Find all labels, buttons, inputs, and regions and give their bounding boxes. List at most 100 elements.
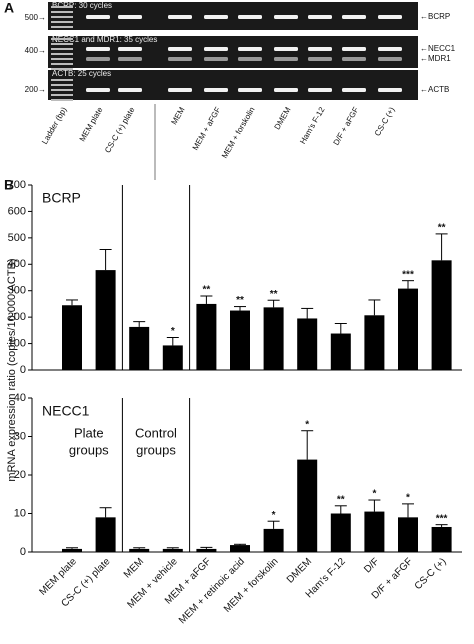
bar — [398, 517, 418, 552]
y-tick-label: 10 — [14, 507, 26, 519]
ladder-band — [51, 94, 73, 96]
bar — [398, 288, 418, 370]
group-label: groups — [69, 442, 109, 457]
y-tick-label: 40 — [14, 392, 26, 404]
lane-label: MEM plate — [78, 105, 105, 143]
bar — [95, 517, 116, 552]
ladder-band — [51, 84, 73, 86]
x-tick-label: MEM — [122, 556, 146, 580]
bar — [162, 345, 183, 370]
significance: * — [406, 493, 410, 504]
y-tick-label: 700 — [8, 179, 26, 191]
significance: * — [372, 489, 376, 500]
x-tick-label: D/F — [362, 556, 381, 575]
ladder-band — [51, 38, 73, 40]
gel-band — [274, 47, 298, 51]
gel-strip — [48, 36, 418, 68]
gel-band — [204, 57, 228, 61]
panel-label: A — [4, 0, 14, 16]
gel-band — [378, 88, 402, 92]
panel-label: B — [4, 177, 14, 193]
bar — [297, 318, 318, 370]
ladder-band — [51, 11, 73, 13]
y-tick-label: 400 — [8, 258, 26, 270]
gel-band — [168, 47, 192, 51]
gel-band — [308, 47, 332, 51]
bar — [263, 307, 284, 370]
significance: * — [305, 419, 309, 430]
lane-label: Ladder (bp) — [40, 105, 69, 146]
gel-band — [308, 88, 332, 92]
y-tick-label: 100 — [8, 337, 26, 349]
significance: ** — [236, 295, 244, 306]
size-marker: 200→ — [25, 85, 46, 94]
lane-label: MEM — [169, 105, 186, 126]
gel-title: ACTB: 25 cycles — [52, 69, 111, 78]
bar — [330, 513, 351, 552]
significance: ** — [270, 289, 278, 300]
gel-band — [168, 15, 192, 19]
y-tick-label: 200 — [8, 311, 26, 323]
lane-label: MEM + aFGF — [191, 105, 223, 151]
gel-band — [238, 47, 262, 51]
bar — [196, 548, 217, 552]
gel-band — [86, 15, 110, 19]
gel-band — [168, 88, 192, 92]
bar — [129, 326, 150, 370]
bar — [196, 303, 217, 370]
y-tick-label: 500 — [8, 232, 26, 244]
gel-band — [308, 15, 332, 19]
bar — [297, 459, 318, 552]
gel-band — [118, 88, 142, 92]
gel-band — [378, 15, 402, 19]
gel-band — [118, 57, 142, 61]
lane-label: MEM + forskolin — [220, 106, 257, 160]
gel-band — [204, 47, 228, 51]
gel-band — [342, 88, 366, 92]
bar — [230, 545, 250, 552]
y-tick-label: 20 — [14, 469, 26, 481]
gel-strip — [48, 70, 418, 100]
gel-band — [274, 15, 298, 19]
lane-label: CS-C (+) — [373, 105, 397, 137]
significance: * — [272, 510, 276, 521]
bar — [364, 315, 385, 370]
ladder-band — [51, 58, 73, 60]
significance: * — [171, 326, 175, 337]
bar — [431, 526, 452, 552]
group-label: Plate — [74, 425, 104, 440]
chart-title: NECC1 — [42, 403, 90, 419]
significance: *** — [402, 269, 414, 280]
size-marker: 400→ — [25, 46, 46, 55]
ladder-band — [51, 53, 73, 55]
band-label: ←BCRP — [420, 12, 450, 21]
ladder-band — [51, 99, 73, 101]
gel-title: NECC1 and MDR1: 35 cycles — [52, 35, 157, 44]
gel-band — [308, 57, 332, 61]
bar — [162, 548, 183, 552]
gel-band — [86, 88, 110, 92]
significance: ** — [438, 223, 446, 234]
y-tick-label: 0 — [20, 364, 26, 376]
band-label: ←ACTB — [420, 85, 449, 94]
lane-label: D/F + aFGF — [332, 105, 361, 146]
y-tick-label: 0 — [20, 546, 26, 558]
bar — [431, 260, 452, 370]
lane-label: Ham's F-12 — [298, 105, 327, 146]
ladder-band — [51, 48, 73, 50]
gel-band — [204, 88, 228, 92]
gel-band — [378, 47, 402, 51]
gel-band — [342, 47, 366, 51]
bar — [230, 310, 250, 370]
ladder-band — [51, 68, 73, 70]
gel-band — [168, 57, 192, 61]
size-marker: 500→ — [25, 13, 46, 22]
chart-title: BCRP — [42, 190, 81, 206]
gel-band — [118, 15, 142, 19]
ladder-band — [51, 79, 73, 81]
y-tick-label: 600 — [8, 205, 26, 217]
ladder-band — [51, 21, 73, 23]
ladder-band — [51, 16, 73, 18]
band-label: ←MDR1 — [420, 54, 451, 63]
ladder-band — [51, 6, 73, 8]
